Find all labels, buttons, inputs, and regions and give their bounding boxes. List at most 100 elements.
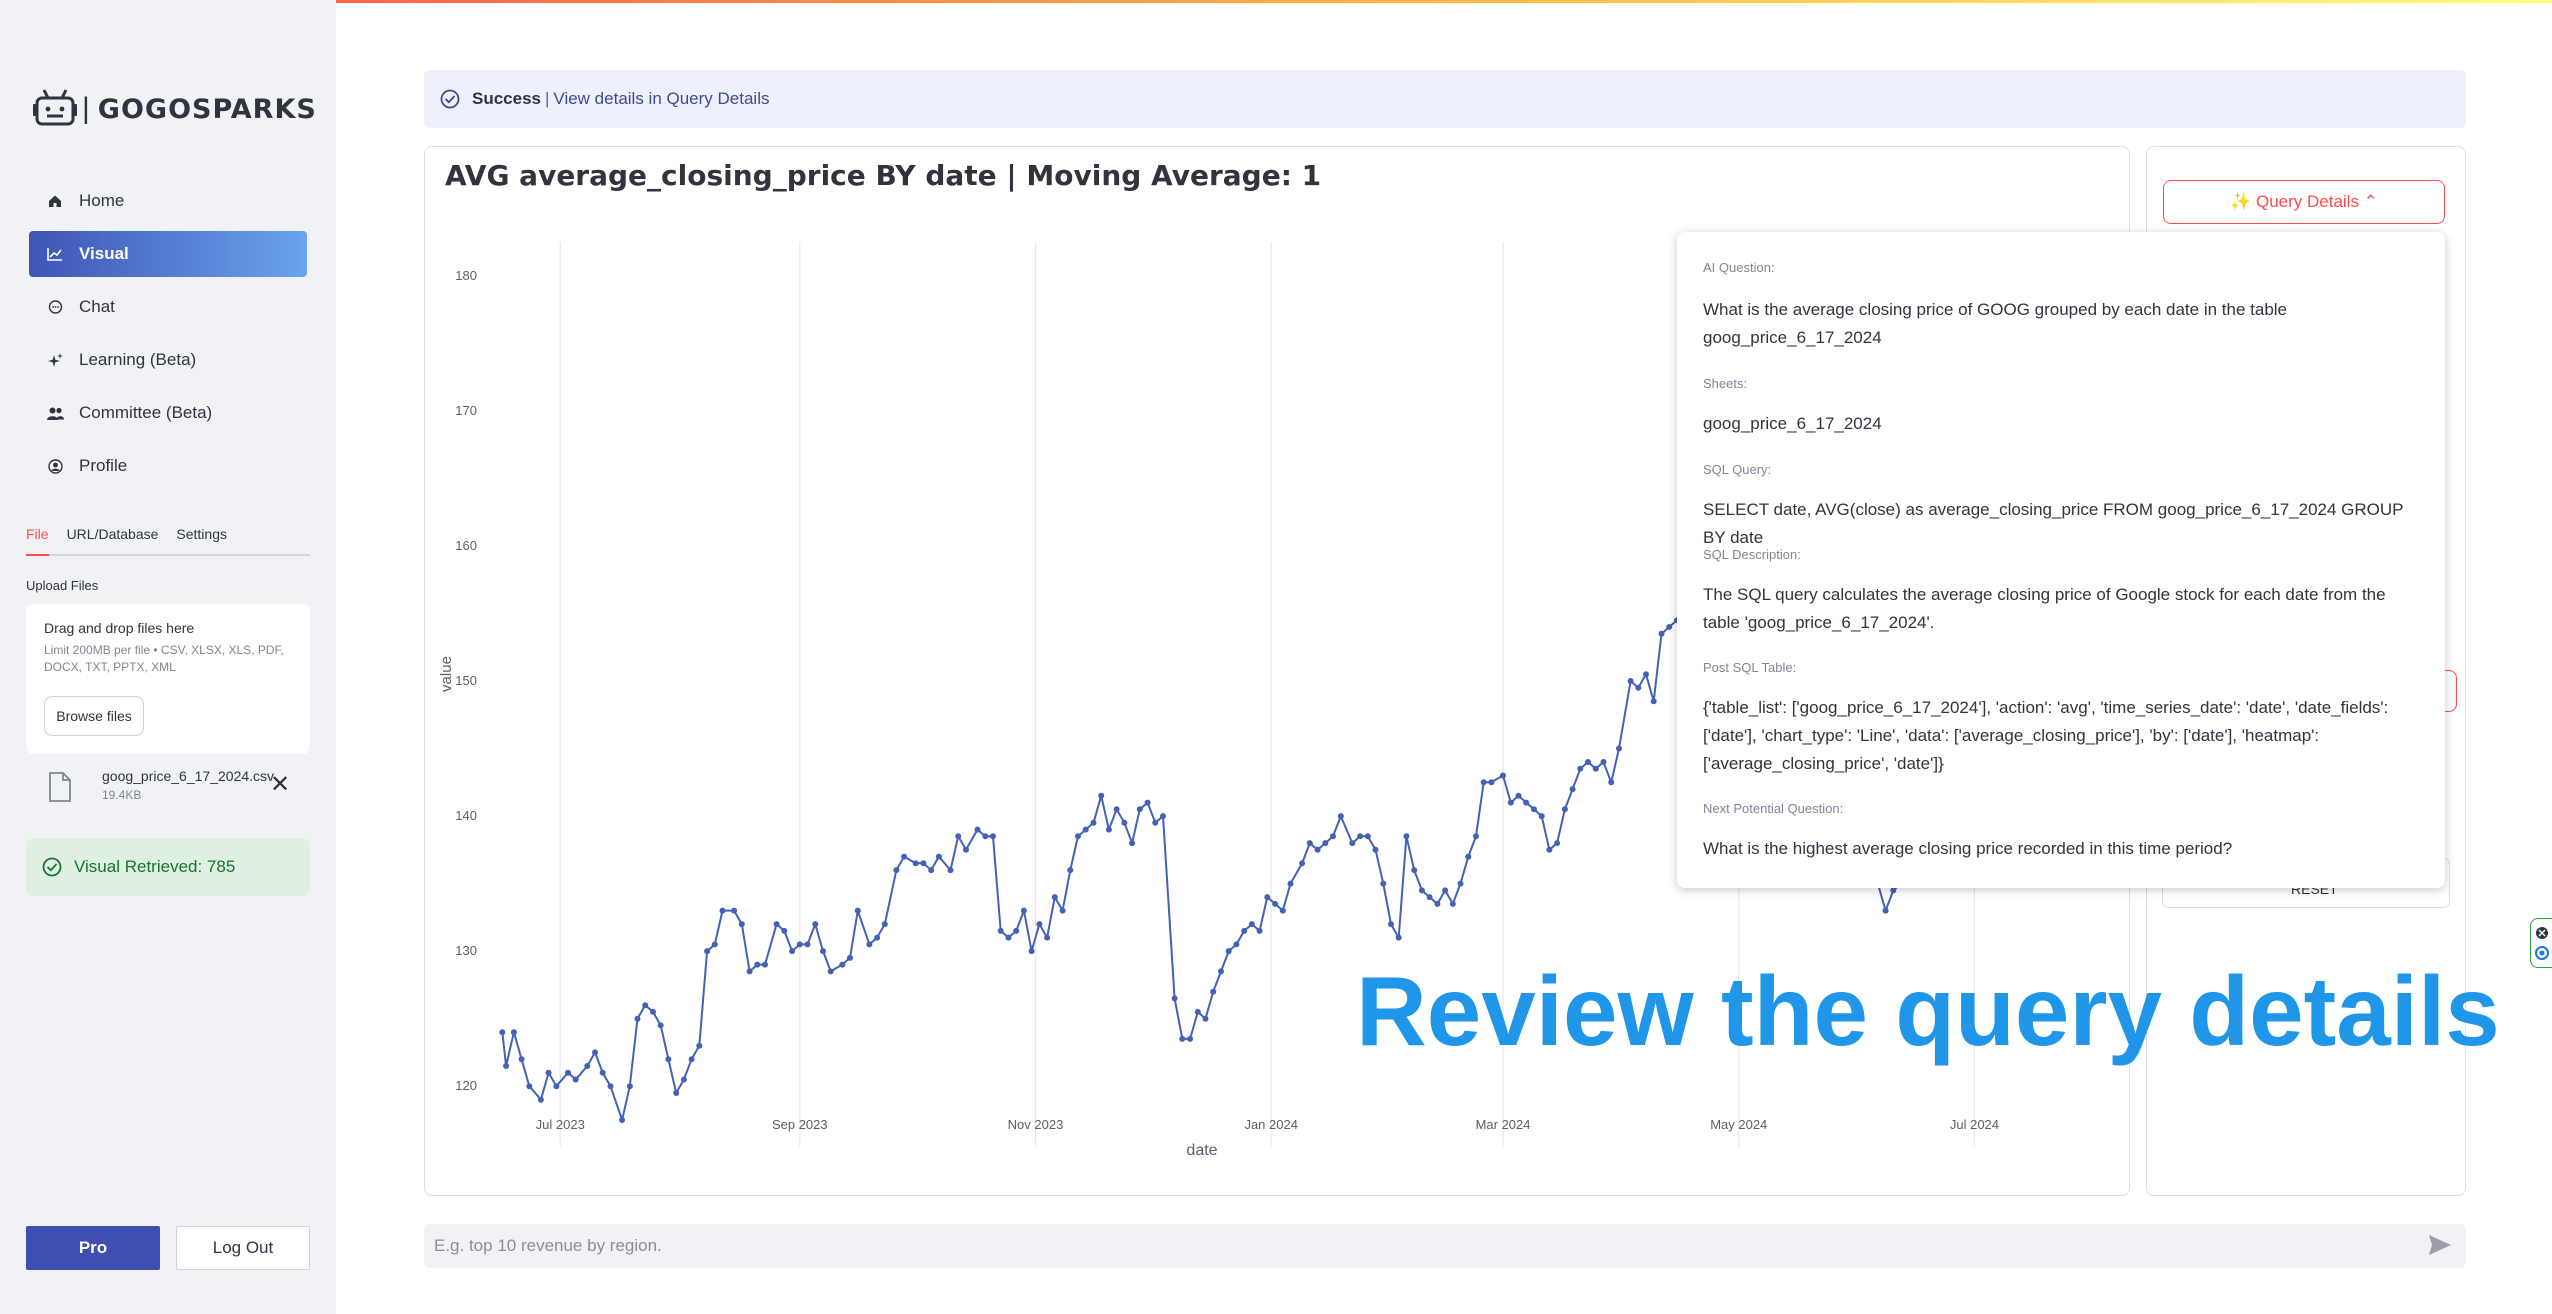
data-point bbox=[762, 961, 768, 968]
browse-files-button[interactable]: Browse files bbox=[44, 696, 144, 736]
data-point bbox=[1418, 887, 1425, 894]
data-point bbox=[1144, 799, 1151, 806]
data-point bbox=[1241, 927, 1248, 934]
data-point bbox=[893, 867, 900, 874]
data-point bbox=[866, 941, 873, 948]
data-point bbox=[518, 1056, 525, 1063]
upload-files-label: Upload Files bbox=[26, 578, 99, 593]
sidebar: | GOGOSPARKS Home Visual Chat Learning (… bbox=[0, 0, 336, 1314]
sql-description-value: The SQL query calculates the average clo… bbox=[1703, 585, 2386, 632]
ai-question-value: What is the average closing price of GOO… bbox=[1703, 300, 2288, 347]
data-point bbox=[955, 833, 962, 840]
data-point bbox=[997, 927, 1004, 934]
sidebar-item-learning[interactable]: Learning (Beta) bbox=[29, 337, 307, 383]
data-point bbox=[592, 1049, 598, 1056]
data-point bbox=[1426, 894, 1433, 901]
data-point bbox=[1194, 1008, 1201, 1015]
sidebar-item-home[interactable]: Home bbox=[29, 178, 307, 224]
logout-button[interactable]: Log Out bbox=[176, 1226, 310, 1270]
data-point bbox=[1650, 698, 1657, 705]
data-point bbox=[650, 1008, 656, 1015]
y-tick-labels: 120 130 140 150 160 170 180 bbox=[455, 268, 477, 1093]
panel-element-under-popover bbox=[2440, 670, 2457, 712]
data-point bbox=[1890, 887, 1897, 894]
line-chart[interactable]: 120 130 140 150 160 170 180 Jul 2023 Sep 2023 No… bbox=[425, 147, 2129, 1195]
sidebar-item-chat[interactable]: Chat bbox=[29, 284, 307, 330]
data-point bbox=[1561, 806, 1568, 813]
data-point bbox=[1059, 907, 1066, 914]
success-banner: Success | View details in Query Details bbox=[424, 70, 2466, 128]
sidebar-item-label: Committee (Beta) bbox=[79, 403, 213, 422]
data-point bbox=[1372, 846, 1379, 853]
sidebar-item-committee[interactable]: Committee (Beta) bbox=[29, 390, 307, 436]
tab-settings[interactable]: Settings bbox=[176, 526, 227, 542]
sidebar-item-profile[interactable]: Profile bbox=[29, 443, 307, 489]
uploaded-file-name: goog_price_6_17_2024.csv bbox=[102, 768, 275, 784]
y-tick-label: 170 bbox=[455, 403, 477, 418]
data-point bbox=[1337, 813, 1344, 820]
data-point bbox=[719, 907, 726, 914]
x-tick-label: Sep 2023 bbox=[772, 1117, 828, 1132]
y-tick-label: 150 bbox=[455, 673, 477, 688]
data-point bbox=[974, 826, 981, 833]
chart-line-icon bbox=[45, 247, 65, 261]
pro-button[interactable]: Pro bbox=[26, 1226, 160, 1270]
home-icon bbox=[45, 194, 65, 208]
tab-file[interactable]: File bbox=[26, 520, 49, 556]
x-axis-label: date bbox=[1186, 1142, 1217, 1159]
data-point bbox=[963, 846, 969, 853]
data-point bbox=[704, 948, 711, 955]
data-point bbox=[847, 954, 853, 961]
brand-name: GOGOSPARKS bbox=[97, 93, 317, 125]
tab-url-database[interactable]: URL/Database bbox=[66, 526, 159, 542]
y-tick-label: 120 bbox=[455, 1078, 477, 1093]
file-dropzone[interactable]: Drag and drop files here Limit 200MB per… bbox=[26, 604, 310, 754]
data-point bbox=[1187, 1035, 1194, 1042]
data-point bbox=[796, 941, 803, 948]
x-tick-labels: Jul 2023 Sep 2023 Nov 2023 Jan 2024 Mar 2024… bbox=[536, 1117, 1999, 1132]
data-point bbox=[1434, 900, 1441, 907]
data-point bbox=[1538, 813, 1545, 820]
edge-widget[interactable] bbox=[2530, 918, 2552, 968]
data-point bbox=[1388, 921, 1394, 928]
y-tick-label: 140 bbox=[455, 808, 477, 823]
data-point bbox=[510, 1029, 517, 1036]
data-point bbox=[1098, 792, 1105, 799]
data-point bbox=[1272, 900, 1279, 907]
chat-input[interactable] bbox=[424, 1224, 2466, 1268]
data-point bbox=[1013, 927, 1020, 934]
query-details-button[interactable]: ✨ Query Details ⌃ bbox=[2163, 180, 2445, 224]
success-separator: | bbox=[545, 89, 550, 108]
data-point bbox=[1082, 826, 1089, 833]
data-point bbox=[912, 860, 919, 867]
sidebar-item-visual[interactable]: Visual bbox=[29, 231, 307, 277]
check-circle-icon bbox=[42, 857, 62, 877]
data-point bbox=[1546, 846, 1553, 853]
data-point bbox=[1136, 806, 1143, 813]
data-point bbox=[1592, 765, 1599, 772]
dropzone-limit: Limit 200MB per file • CSV, XLSX, XLS, P… bbox=[44, 643, 284, 674]
dropzone-title: Drag and drop files here bbox=[44, 620, 195, 636]
brand-separator: | bbox=[82, 92, 90, 125]
data-point bbox=[1473, 833, 1479, 840]
top-progress-bar bbox=[0, 0, 2552, 3]
next-question-label: Next Potential Question: bbox=[1703, 801, 1844, 816]
sidebar-item-label: Profile bbox=[79, 456, 128, 475]
x-tick-label: Jan 2024 bbox=[1244, 1117, 1298, 1132]
sql-query-label: SQL Query: bbox=[1703, 462, 1772, 477]
data-point bbox=[1488, 779, 1495, 786]
data-point bbox=[874, 934, 881, 941]
data-point bbox=[642, 1002, 649, 1009]
data-point bbox=[499, 1029, 506, 1036]
remove-file-close-icon[interactable]: ✕ bbox=[270, 771, 291, 798]
uploaded-file-row: goog_price_6_17_2024.csv 19.4KB ✕ bbox=[26, 764, 310, 814]
data-point bbox=[1515, 792, 1522, 799]
data-point bbox=[1160, 813, 1166, 820]
data-point bbox=[688, 1056, 695, 1063]
data-point bbox=[1480, 779, 1487, 786]
success-detail: View details in Query Details bbox=[553, 89, 770, 108]
send-icon[interactable] bbox=[2428, 1234, 2452, 1256]
data-point bbox=[1666, 624, 1673, 630]
data-point bbox=[1457, 880, 1464, 887]
data-point bbox=[626, 1083, 633, 1090]
